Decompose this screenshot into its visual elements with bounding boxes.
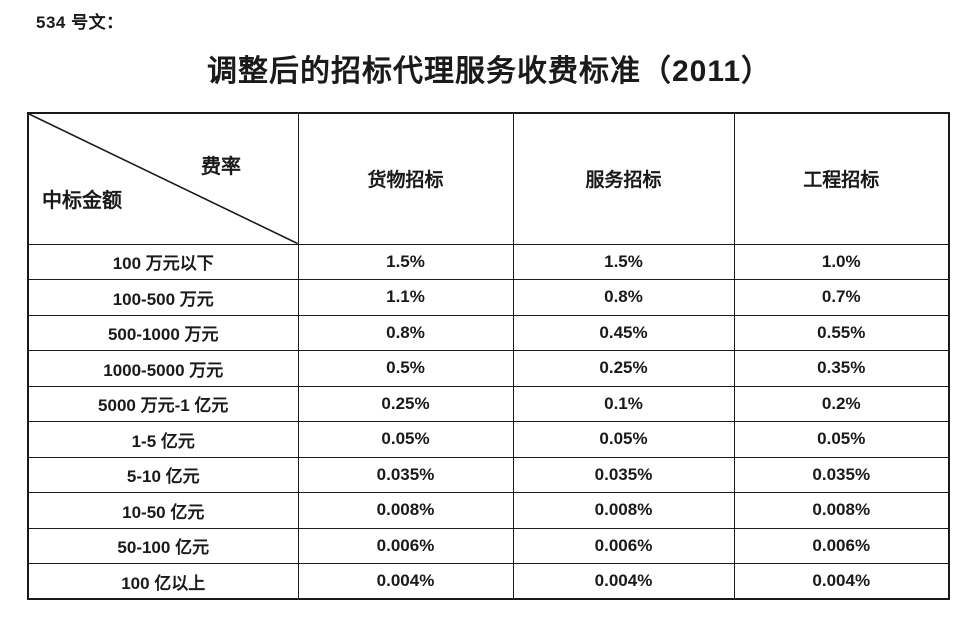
row-label: 1-5 亿元	[27, 421, 299, 458]
fee-cell: 0.05%	[733, 421, 950, 458]
fee-cell: 0.035%	[512, 456, 735, 493]
fee-cell: 0.2%	[733, 385, 950, 422]
fee-cell: 0.55%	[733, 314, 950, 351]
fee-cell: 0.45%	[512, 314, 735, 351]
fee-cell: 0.25%	[512, 350, 735, 387]
row-label: 50-100 亿元	[27, 527, 299, 564]
fee-cell: 0.25%	[297, 385, 514, 422]
row-label: 1000-5000 万元	[27, 350, 299, 387]
fee-cell: 0.004%	[297, 563, 514, 600]
fee-cell: 0.008%	[297, 492, 514, 529]
fee-cell: 0.05%	[512, 421, 735, 458]
fee-cell: 0.004%	[733, 563, 950, 600]
fee-cell: 0.008%	[733, 492, 950, 529]
row-label: 5000 万元-1 亿元	[27, 385, 299, 422]
row-label: 100 万元以下	[27, 243, 299, 280]
fee-cell: 0.006%	[733, 527, 950, 564]
fee-cell: 1.0%	[733, 243, 950, 280]
fee-table: 费率 中标金额 货物招标 服务招标 工程招标 100 万元以下 1.5% 1.5…	[27, 112, 950, 600]
fee-cell: 1.5%	[297, 243, 514, 280]
table-row: 100 万元以下 1.5% 1.5% 1.0%	[27, 243, 950, 280]
table-row: 1-5 亿元 0.05% 0.05% 0.05%	[27, 421, 950, 458]
row-label: 500-1000 万元	[27, 314, 299, 351]
corner-label-bid-amount: 中标金额	[42, 190, 122, 212]
column-header-works: 工程招标	[733, 112, 950, 245]
table-row: 10-50 亿元 0.008% 0.008% 0.008%	[27, 492, 950, 529]
table-row: 100 亿以上 0.004% 0.004% 0.004%	[27, 563, 950, 600]
diagonal-line	[29, 114, 298, 244]
fee-cell: 0.1%	[512, 385, 735, 422]
column-header-services: 服务招标	[512, 112, 735, 245]
fee-cell: 0.5%	[297, 350, 514, 387]
column-header-goods: 货物招标	[297, 112, 514, 245]
doc-number: 534 号文：	[36, 13, 124, 32]
fee-cell: 0.006%	[297, 527, 514, 564]
fee-cell: 0.7%	[733, 279, 950, 316]
table-row: 100-500 万元 1.1% 0.8% 0.7%	[27, 279, 950, 316]
fee-cell: 0.8%	[512, 279, 735, 316]
corner-label-fee-rate: 费率	[201, 156, 241, 178]
corner-cell: 费率 中标金额	[27, 112, 299, 245]
doc-title: 调整后的招标代理服务收费标准（2011）	[206, 55, 773, 88]
fee-cell: 1.1%	[297, 279, 514, 316]
table-row: 500-1000 万元 0.8% 0.45% 0.55%	[27, 314, 950, 351]
fee-cell: 0.8%	[297, 314, 514, 351]
row-label: 100-500 万元	[27, 279, 299, 316]
fee-cell: 0.35%	[733, 350, 950, 387]
fee-cell: 0.035%	[297, 456, 514, 493]
fee-cell: 0.004%	[512, 563, 735, 600]
header-row: 费率 中标金额 货物招标 服务招标 工程招标	[27, 112, 950, 245]
fee-cell: 0.008%	[512, 492, 735, 529]
fee-cell: 1.5%	[512, 243, 735, 280]
row-label: 100 亿以上	[27, 563, 299, 600]
fee-cell: 0.05%	[297, 421, 514, 458]
table-row: 5000 万元-1 亿元 0.25% 0.1% 0.2%	[27, 385, 950, 422]
row-label: 10-50 亿元	[27, 492, 299, 529]
fee-cell: 0.035%	[733, 456, 950, 493]
row-label: 5-10 亿元	[27, 456, 299, 493]
table-row: 5-10 亿元 0.035% 0.035% 0.035%	[27, 456, 950, 493]
fee-cell: 0.006%	[512, 527, 735, 564]
table-row: 1000-5000 万元 0.5% 0.25% 0.35%	[27, 350, 950, 387]
table-row: 50-100 亿元 0.006% 0.006% 0.006%	[27, 527, 950, 564]
